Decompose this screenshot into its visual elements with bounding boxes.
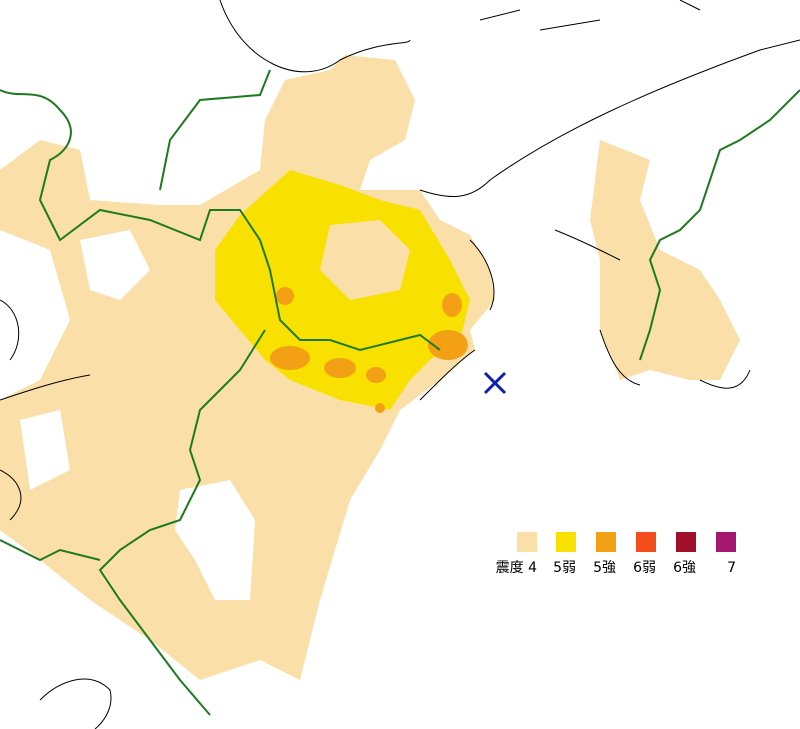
legend-label: 6弱 [633, 560, 656, 576]
intensity-4-patch [320, 220, 410, 300]
unaffected-area [20, 230, 255, 600]
intensity-5-upper-area [270, 287, 468, 413]
legend-swatch [636, 532, 656, 552]
legend-label: 5強 [593, 560, 616, 576]
legend-swatch [556, 532, 576, 552]
legend-swatch [517, 532, 537, 552]
legend: 震度 4 5弱 5強 6弱 6強 7 [496, 532, 736, 576]
epicenter [483, 371, 507, 395]
legend-label: 7 [727, 560, 736, 576]
legend-label: 震度 4 [496, 560, 537, 576]
legend-swatch [716, 532, 736, 552]
legend-swatch [596, 532, 616, 552]
legend-label: 5弱 [553, 560, 576, 576]
legend-swatch [676, 532, 696, 552]
legend-label: 6強 [673, 560, 696, 576]
prefecture-boundary [0, 69, 800, 716]
